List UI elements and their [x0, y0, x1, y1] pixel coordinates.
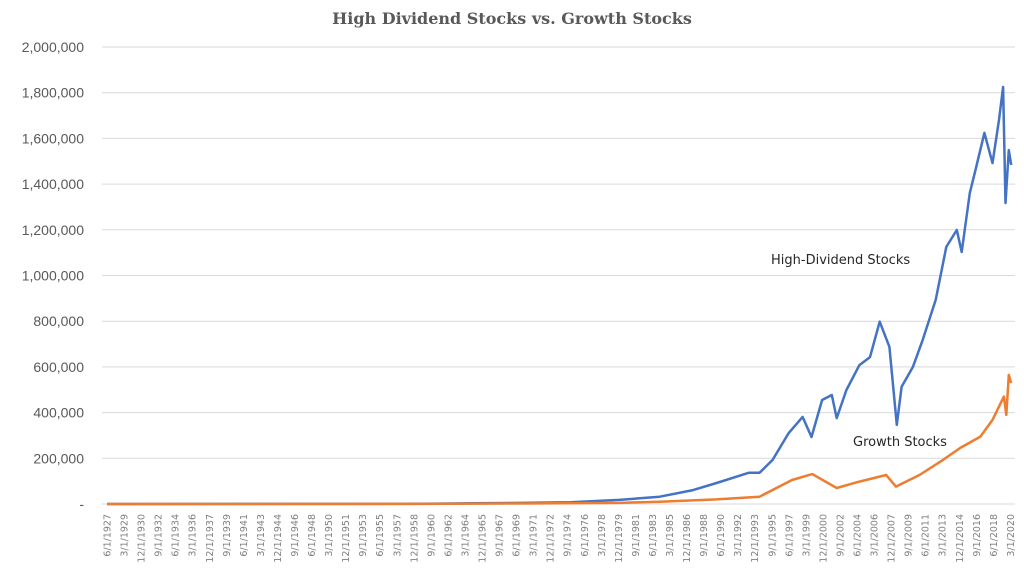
y-tick-label: 600,000	[33, 359, 84, 375]
x-tick-label: 6/1/2018	[989, 514, 1000, 557]
x-tick-label: 9/1/2016	[972, 514, 983, 557]
series-line-high-dividend	[106, 85, 1013, 506]
x-tick-label: 3/1/2006	[870, 514, 881, 557]
x-tick-label: 3/1/1992	[733, 514, 744, 557]
y-tick-label: -	[79, 496, 84, 512]
x-tick-label: 12/1/1993	[750, 514, 761, 563]
x-tick-label: 6/1/1948	[307, 514, 318, 557]
x-tick-label: 12/1/1972	[546, 514, 557, 563]
x-tick-label: 6/1/1927	[103, 514, 114, 557]
y-tick-label: 400,000	[33, 405, 84, 421]
chart-title: High Dividend Stocks vs. Growth Stocks	[332, 9, 692, 28]
x-axis: 6/1/1927 3/1/1929 12/1/1930 9/1/1932 6/1/193…	[103, 514, 1017, 563]
x-tick-label: 3/1/1950	[324, 514, 335, 557]
x-tick-label: 12/1/1951	[341, 514, 352, 563]
y-axis: - 200,000 400,000 600,000 800,000 1,000,000 1,…	[22, 39, 85, 512]
x-tick-label: 3/1/1943	[256, 514, 267, 557]
x-tick-label: 12/1/2014	[955, 514, 966, 563]
y-tick-label: 1,400,000	[22, 176, 84, 192]
y-tick-label: 1,200,000	[22, 222, 84, 238]
x-tick-label: 12/1/1937	[205, 514, 216, 563]
x-tick-label: 6/1/1997	[784, 514, 795, 557]
x-tick-label: 12/1/1979	[614, 514, 625, 563]
series-lines	[106, 85, 1013, 506]
x-tick-label: 3/1/2020	[1006, 514, 1017, 557]
x-tick-label: 9/1/1967	[495, 514, 506, 557]
x-tick-label: 12/1/2000	[818, 514, 829, 563]
x-tick-label: 9/1/1988	[699, 514, 710, 557]
x-tick-label: 9/1/1946	[290, 514, 301, 557]
y-tick-label: 200,000	[33, 450, 84, 466]
x-tick-label: 3/1/1978	[597, 514, 608, 557]
x-tick-label: 3/1/2013	[938, 514, 949, 557]
x-tick-label: 9/1/1939	[222, 514, 233, 557]
x-tick-label: 6/1/1990	[716, 514, 727, 557]
x-tick-label: 12/1/2007	[887, 514, 898, 563]
x-tick-label: 6/1/1976	[580, 514, 591, 557]
x-tick-label: 9/1/1974	[563, 514, 574, 557]
x-tick-label: 12/1/1958	[409, 514, 420, 563]
x-tick-label: 9/1/2009	[904, 514, 915, 557]
x-tick-label: 12/1/1965	[477, 514, 488, 563]
x-tick-label: 9/1/1960	[426, 514, 437, 557]
series-line-growth	[106, 373, 1013, 506]
x-tick-label: 9/1/1995	[767, 514, 778, 557]
x-tick-label: 3/1/1957	[392, 514, 403, 557]
x-tick-label: 3/1/1936	[188, 514, 199, 557]
x-tick-label: 3/1/1929	[120, 514, 131, 557]
y-tick-label: 1,600,000	[22, 130, 84, 146]
gridlines	[102, 46, 1015, 505]
x-tick-label: 9/1/1932	[154, 514, 165, 557]
x-tick-label: 6/1/1969	[512, 514, 523, 557]
x-tick-label: 6/1/2011	[921, 514, 932, 557]
x-tick-label: 6/1/1983	[648, 514, 659, 557]
y-tick-label: 800,000	[33, 313, 84, 329]
annotation-growth: Growth Stocks	[853, 435, 947, 450]
x-tick-label: 12/1/1944	[273, 514, 284, 563]
x-tick-label: 9/1/2002	[835, 514, 846, 557]
x-tick-label: 3/1/1964	[460, 514, 471, 557]
x-tick-label: 6/1/1962	[443, 514, 454, 557]
annotation-high-dividend: High-Dividend Stocks	[771, 253, 910, 268]
x-tick-label: 6/1/1941	[239, 514, 250, 557]
x-tick-label: 12/1/1930	[137, 514, 148, 563]
x-tick-label: 6/1/1955	[375, 514, 386, 557]
y-tick-label: 1,000,000	[22, 268, 84, 284]
x-tick-label: 6/1/2004	[852, 514, 863, 557]
x-tick-label: 9/1/1953	[358, 514, 369, 557]
y-tick-label: 2,000,000	[22, 39, 84, 55]
x-tick-label: 3/1/1971	[529, 514, 540, 557]
x-tick-label: 6/1/1934	[171, 514, 182, 557]
x-tick-label: 12/1/1986	[682, 514, 693, 563]
x-tick-label: 9/1/1981	[631, 514, 642, 557]
x-tick-label: 3/1/1985	[665, 514, 676, 557]
y-tick-label: 1,800,000	[22, 85, 84, 101]
x-tick-label: 3/1/1999	[801, 514, 812, 557]
